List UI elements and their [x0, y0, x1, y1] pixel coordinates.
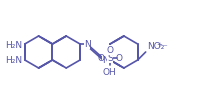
- Text: N: N: [84, 40, 90, 48]
- Text: ⁻: ⁻: [163, 43, 167, 53]
- Text: NO₂: NO₂: [147, 42, 164, 51]
- Text: S: S: [107, 54, 113, 62]
- Text: H₂N: H₂N: [5, 56, 22, 65]
- Text: OH: OH: [102, 68, 116, 77]
- Text: O: O: [115, 54, 123, 62]
- Text: H₂N: H₂N: [5, 41, 22, 50]
- Text: +: +: [157, 42, 163, 48]
- Text: O: O: [107, 45, 113, 55]
- Text: O: O: [98, 54, 105, 62]
- Text: N: N: [102, 56, 108, 65]
